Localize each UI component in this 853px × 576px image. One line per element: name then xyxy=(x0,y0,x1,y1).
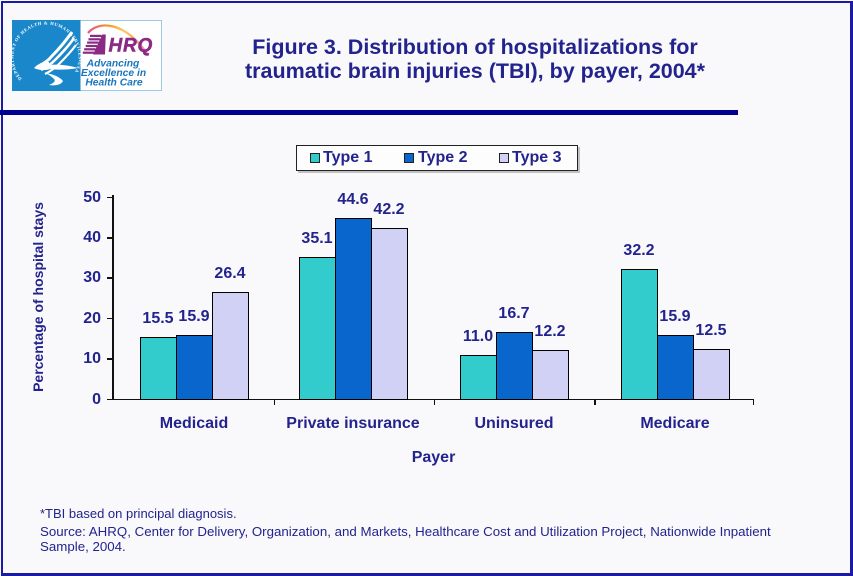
svg-text:Health Care: Health Care xyxy=(85,78,142,89)
svg-text:HRQ: HRQ xyxy=(109,35,154,56)
svg-text:Excellence in: Excellence in xyxy=(81,68,146,79)
svg-text:Advancing: Advancing xyxy=(86,58,140,69)
